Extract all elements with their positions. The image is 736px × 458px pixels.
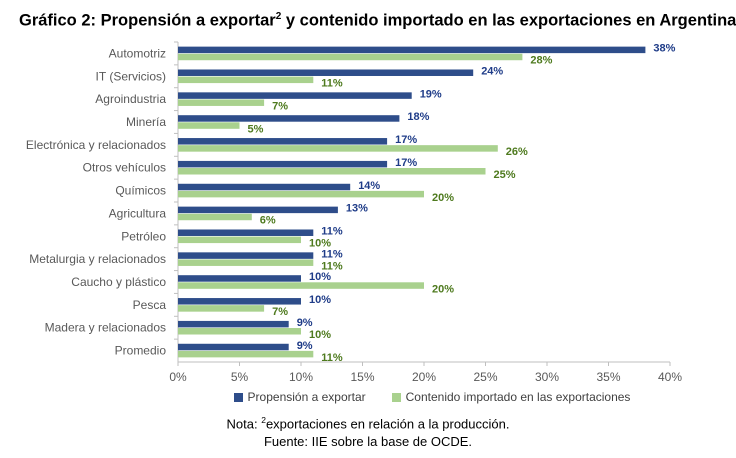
bar-export xyxy=(178,183,351,191)
bar-import xyxy=(178,259,314,266)
chart-title-sup: 2 xyxy=(275,11,282,22)
bar-import xyxy=(178,236,301,244)
legend-swatch-export xyxy=(233,392,243,402)
bar-export xyxy=(178,275,301,282)
category-label: Madera y relacionados xyxy=(45,321,166,335)
category-label: Otros vehículos xyxy=(83,161,166,175)
category-label: Químicos xyxy=(115,184,166,198)
bar-import xyxy=(178,76,314,84)
data-label-export: 11% xyxy=(321,225,343,237)
bar-export xyxy=(178,115,400,122)
data-label-export: 38% xyxy=(653,43,675,55)
data-label-import: 11% xyxy=(321,78,343,90)
data-label-import: 5% xyxy=(248,123,264,135)
data-label-export: 10% xyxy=(309,271,331,283)
data-label-export: 17% xyxy=(395,157,417,169)
category-label: Automotriz xyxy=(109,46,166,60)
category-label: Agricultura xyxy=(109,206,167,220)
data-label-import: 25% xyxy=(494,169,516,181)
bar-export xyxy=(178,69,474,76)
bar-import xyxy=(178,190,424,198)
data-label-import: 6% xyxy=(260,215,276,227)
bar-export xyxy=(178,160,388,168)
legend-item-import: Contenido importado en las exportaciones xyxy=(391,390,631,404)
footnote: Nota: 2exportaciones en relación a la pr… xyxy=(0,415,736,431)
data-label-import: 28% xyxy=(530,55,552,67)
x-tick-label: 40% xyxy=(658,370,682,384)
data-label-export: 9% xyxy=(297,317,313,329)
category-label: Electrónica y relacionados xyxy=(26,138,166,152)
footnote-sup: 2 xyxy=(261,415,266,425)
category-label: Pesca xyxy=(133,298,167,312)
data-label-import: 20% xyxy=(432,192,454,204)
data-label-import: 11% xyxy=(321,260,343,272)
bar-import xyxy=(178,350,314,358)
footnote-prefix: Nota: xyxy=(226,416,262,432)
legend-label-export: Propensión a exportar xyxy=(247,390,366,404)
category-label: IT (Servicios) xyxy=(96,69,166,83)
footnote-text: exportaciones en relación a la producció… xyxy=(265,416,510,432)
data-label-export: 9% xyxy=(297,340,313,352)
source-line: Fuente: IIE sobre la base de OCDE. xyxy=(263,434,473,449)
bar-export xyxy=(178,252,314,259)
data-label-export: 17% xyxy=(395,134,417,146)
bar-import xyxy=(178,53,523,61)
data-label-export: 24% xyxy=(481,65,503,77)
bar-export xyxy=(178,229,314,236)
data-label-export: 14% xyxy=(358,180,380,192)
bar-export xyxy=(178,320,289,328)
bar-export xyxy=(178,298,301,305)
chart-title-rest: y contenido importado en las exportacion… xyxy=(281,11,736,30)
bar-export xyxy=(178,343,289,351)
data-label-export: 11% xyxy=(321,248,343,260)
bar-chart: 0% 5% 10% 15% 20% 25% 30% 35% 40% Automotriz 38% 28… xyxy=(26,41,682,384)
category-label: Metalurgia y relacionados xyxy=(29,252,166,266)
data-label-import: 7% xyxy=(272,306,288,318)
bar-import xyxy=(178,168,486,175)
bar-export xyxy=(178,92,412,99)
bar-import xyxy=(178,213,252,221)
bar-import xyxy=(178,122,240,129)
chart-title: Gráfico 2: Propensión a exportar2 y cont… xyxy=(19,11,736,31)
x-tick-label: 5% xyxy=(231,370,249,384)
category-label: Agroindustria xyxy=(95,92,166,106)
data-label-export: 10% xyxy=(309,294,331,306)
bar-export xyxy=(178,206,338,214)
x-tick-label: 0% xyxy=(169,370,187,384)
data-label-import: 20% xyxy=(432,283,454,295)
bar-export xyxy=(178,46,646,54)
data-label-import: 26% xyxy=(506,146,528,158)
chart-title-main: Gráfico 2: Propensión a exportar xyxy=(19,11,276,30)
data-label-export: 19% xyxy=(420,88,442,100)
data-label-import: 10% xyxy=(309,329,331,341)
legend-item-export: Propensión a exportar xyxy=(233,390,366,404)
x-tick-label: 35% xyxy=(596,370,620,384)
legend-label-import: Contenido importado en las exportaciones xyxy=(405,390,631,404)
category-label: Promedio xyxy=(115,344,167,358)
bar-import xyxy=(178,145,498,152)
x-tick-label: 10% xyxy=(289,370,313,384)
category-label: Minería xyxy=(126,115,166,129)
category-label: Caucho y plástico xyxy=(71,275,166,289)
x-tick-label: 30% xyxy=(535,370,559,384)
bar-export xyxy=(178,138,388,145)
x-tick-label: 25% xyxy=(473,370,497,384)
x-tick-label: 20% xyxy=(412,370,436,384)
legend-swatch-import xyxy=(391,392,401,402)
x-tick-label: 15% xyxy=(350,370,374,384)
bar-import xyxy=(178,305,265,312)
bar-import xyxy=(178,99,265,106)
data-label-export: 18% xyxy=(407,111,429,123)
data-label-import: 7% xyxy=(272,100,288,112)
data-label-import: 10% xyxy=(309,238,331,250)
bar-import xyxy=(178,282,424,289)
category-label: Petróleo xyxy=(121,229,166,243)
data-label-export: 13% xyxy=(346,203,368,215)
data-label-import: 11% xyxy=(321,352,343,364)
bar-import xyxy=(178,328,301,335)
legend: Propensión a exportar Contenido importad… xyxy=(202,390,662,404)
